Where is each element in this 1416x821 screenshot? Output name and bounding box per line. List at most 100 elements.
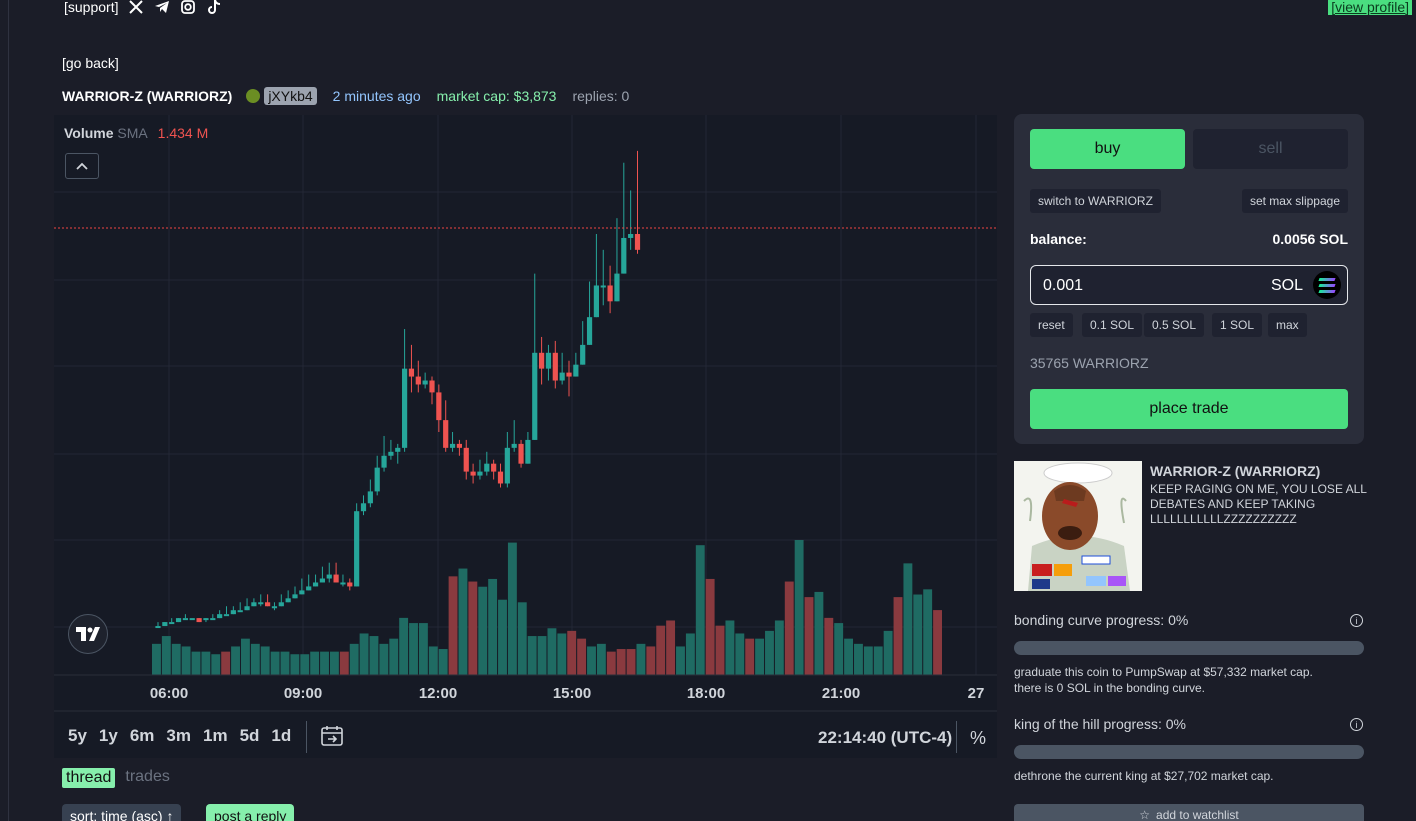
x-tick-label: 15:00 [553,685,591,702]
volume-bar [152,643,161,675]
quick-amount-max[interactable]: max [1268,313,1307,337]
volume-bar [765,630,774,675]
candle-body [333,574,339,583]
price-chart[interactable]: 06:00 09:00 12:00 15:00 18:00 21:00 27 Volume … [54,115,997,758]
candle-body [326,574,332,579]
candle-body [285,598,291,603]
range-1m[interactable]: 1m [203,726,228,745]
volume-bar [666,620,676,675]
buy-tab[interactable]: buy [1030,129,1185,169]
post-reply-button[interactable]: post a reply [206,804,295,821]
star-icon: ☆ [1139,808,1151,821]
add-to-watchlist-button[interactable]: ☆ add to watchlist [1014,804,1364,821]
quick-amount-1-sol[interactable]: 1 SOL [1212,313,1263,337]
coin-description: KEEP RAGING ON ME, YOU LOSE ALL DEBATES … [1150,482,1367,526]
candle-body [203,618,209,621]
range-1y[interactable]: 1y [98,726,118,745]
volume-bar [626,649,636,675]
quick-amount-0.1-sol[interactable]: 0.1 SOL [1082,313,1143,337]
volume-bar [409,623,418,675]
range-1d[interactable]: 1d [271,726,292,745]
range-5y[interactable]: 5y [68,726,87,745]
support-link[interactable]: [support] [64,0,119,15]
collapse-legend-button[interactable] [65,153,99,179]
volume-bar [646,646,656,675]
sell-tab[interactable]: sell [1193,129,1348,169]
candle-body [429,380,435,393]
candle-body [367,491,373,504]
place-trade-button[interactable]: place trade [1030,389,1348,429]
volume-bar [804,597,814,675]
percent-toggle[interactable]: % [970,728,987,748]
volume-bar [537,636,547,675]
volume-bar [893,597,903,675]
range-6m[interactable]: 6m [129,726,155,745]
tab-trades[interactable]: trades [125,768,170,785]
tradingview-logo-icon[interactable] [68,614,108,654]
date-range-icon[interactable] [320,724,344,753]
view-profile-link[interactable]: [view profile] [1328,0,1412,15]
volume-bar [498,599,507,675]
candle-body [244,606,250,611]
legend-volume: Volume [64,125,114,141]
volume-bar [755,638,765,675]
candle-body [237,610,243,613]
volume-bar [774,620,784,675]
candle-body [614,273,620,302]
volume-bar [596,643,606,675]
chart-clock: 22:14:40 (UTC-4) [818,728,953,747]
go-back-link[interactable]: [go back] [62,55,119,71]
volume-bar [824,617,834,675]
candle-body [196,618,202,623]
candle-body [354,511,360,587]
telegram-icon[interactable] [154,0,170,15]
candle-body [586,317,593,345]
volume-bar [389,638,399,675]
volume-bar [913,594,923,675]
switch-token-button[interactable]: switch to WARRIORZ [1030,189,1161,213]
max-slippage-button[interactable]: set max slippage [1241,189,1348,213]
king-info-icon[interactable]: i [1350,718,1363,731]
bonding-info-icon[interactable]: i [1350,614,1363,627]
candle-body [545,352,552,369]
volume-bar [458,568,468,675]
volume-bar [527,636,537,675]
candle-body [470,471,476,476]
candle-body [449,443,456,448]
volume-bar [310,651,320,675]
chart-canvas[interactable]: 06:00 09:00 12:00 15:00 18:00 21:00 27 [54,115,997,758]
candle-body [360,503,367,512]
creator-link[interactable]: jXYkb4 [264,87,317,105]
range-5d[interactable]: 5d [239,726,260,745]
amount-value[interactable]: 0.001 [1043,277,1084,294]
tab-thread[interactable]: thread [62,768,116,788]
candle-body [422,380,428,385]
instagram-icon[interactable] [180,0,196,15]
candle-body [374,467,380,492]
volume-bar [745,638,755,675]
candle-body [189,618,195,621]
volume-bar [587,646,596,675]
volume-bar [784,581,794,675]
quick-amount-0.5-sol[interactable]: 0.5 SOL [1144,313,1205,337]
candle-body [477,471,483,476]
volume-bar [715,625,725,675]
candle-body [518,443,524,464]
candle-body [319,578,325,583]
volume-bar [705,578,715,675]
bonding-note: graduate this coin to PumpSwap at $57,33… [1014,664,1313,696]
volume-bar [547,628,557,675]
volume-bar [863,646,873,675]
amount-unit: SOL [1270,277,1303,294]
tiktok-icon[interactable] [206,0,222,15]
amount-input[interactable]: 0.001 SOL [1030,265,1348,305]
quick-amount-reset[interactable]: reset [1030,313,1073,337]
range-3m[interactable]: 3m [166,726,191,745]
volume-bar [725,620,735,675]
candle-body [162,622,168,627]
sort-button[interactable]: sort: time (asc) ↑ [62,804,182,821]
x-icon[interactable] [128,0,144,15]
x-tick-label: 27 [968,685,985,702]
creator-avatar-icon [246,89,261,103]
candle-body [292,594,298,599]
